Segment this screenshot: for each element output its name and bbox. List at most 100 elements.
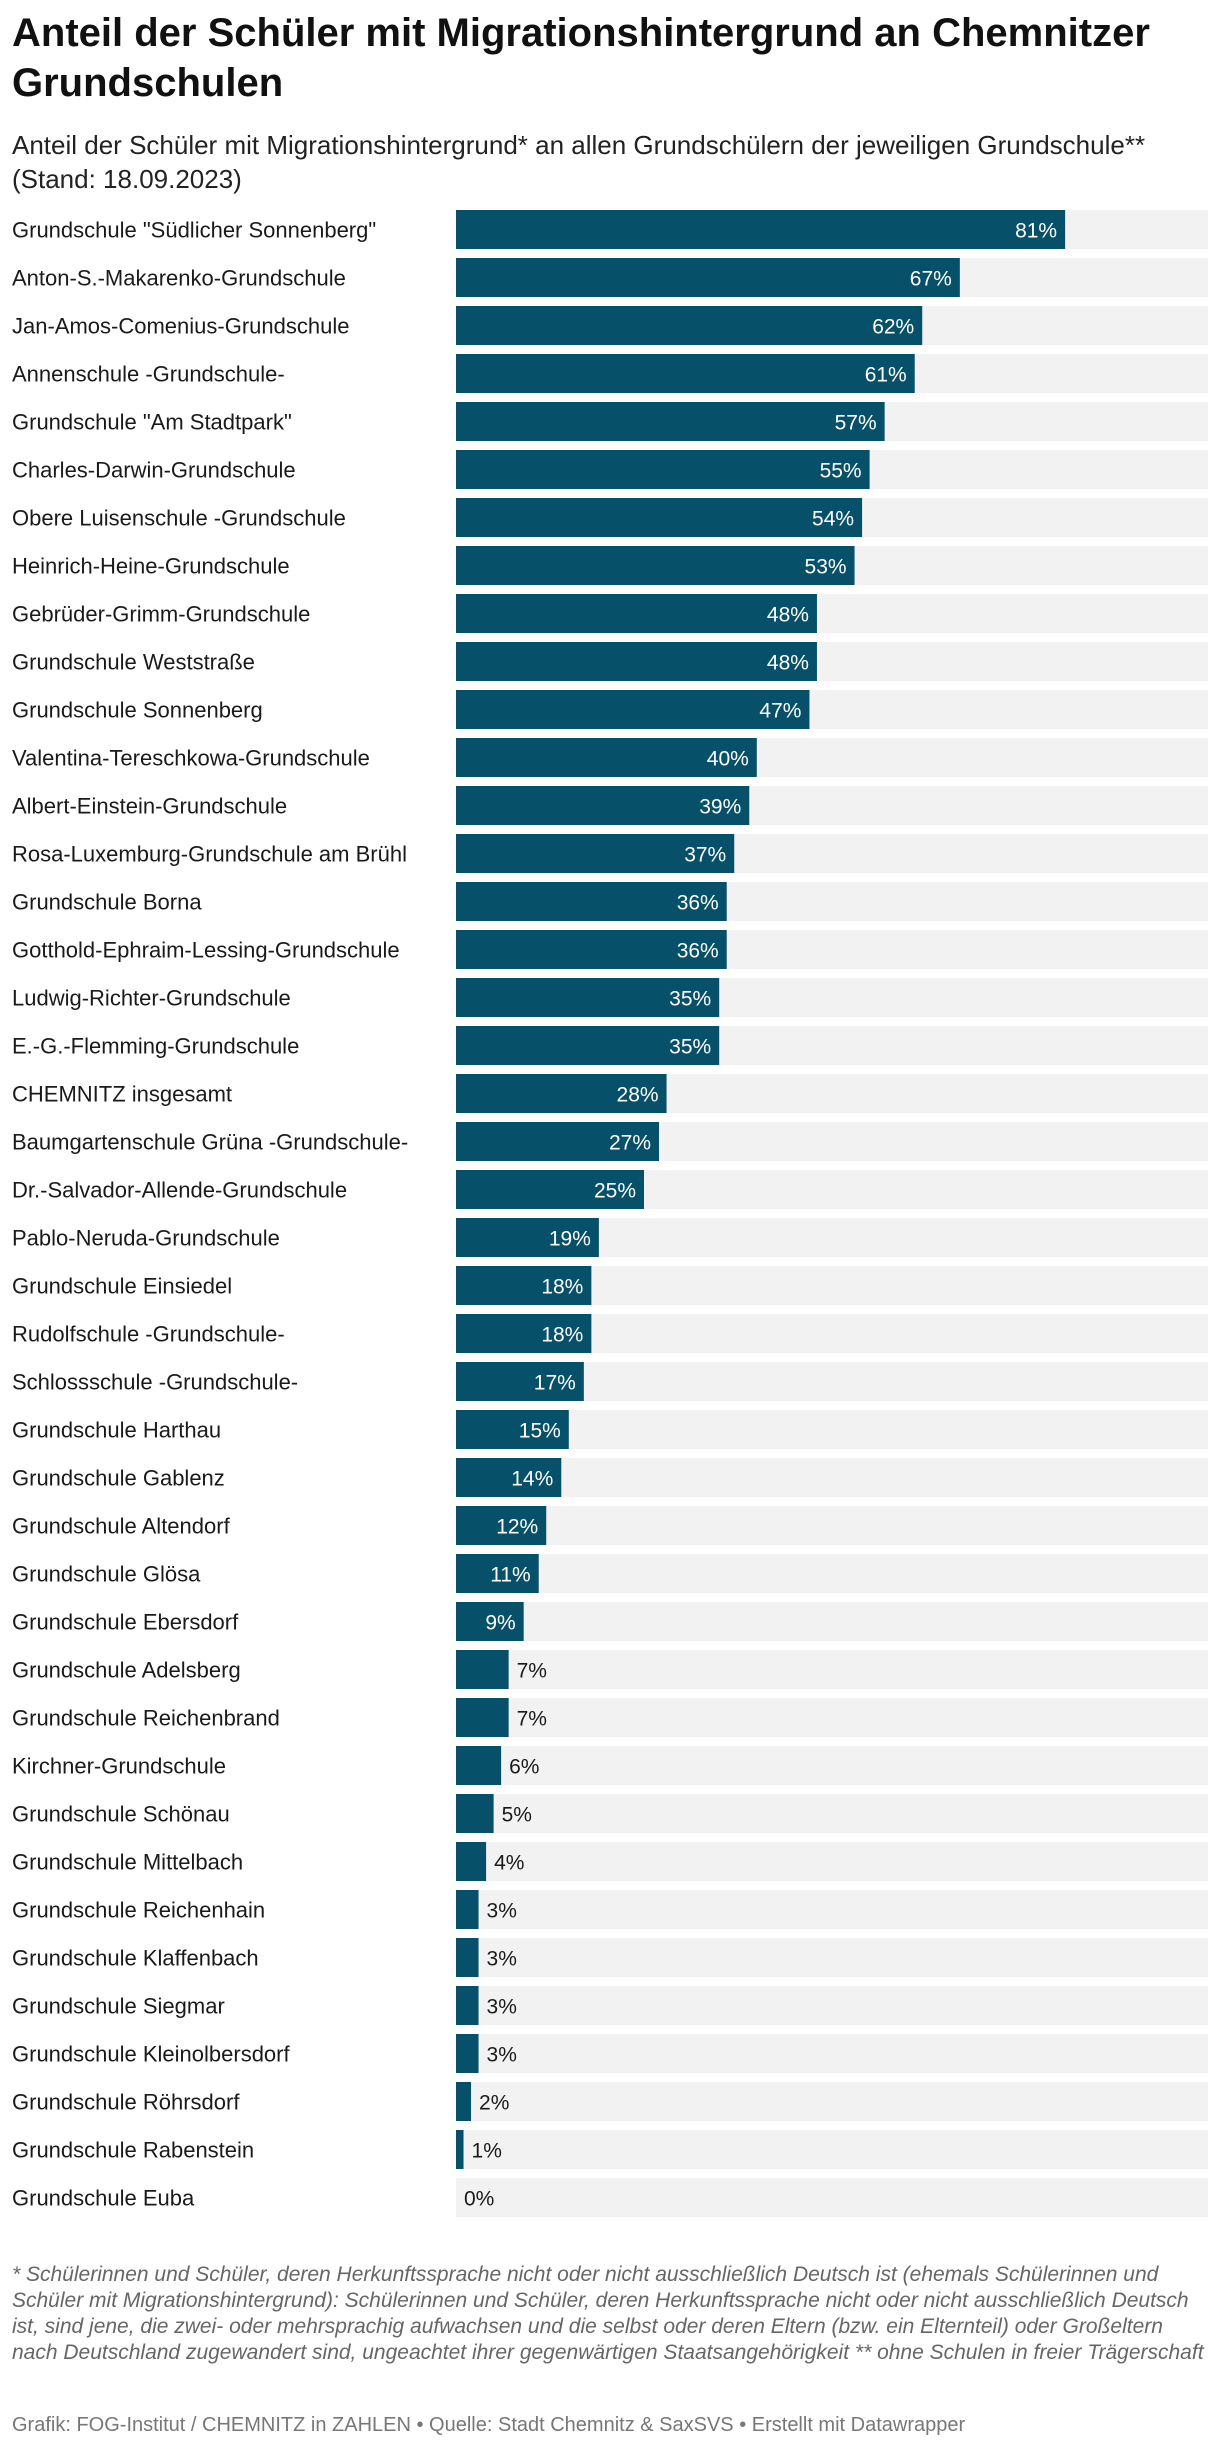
- bar-row: Gebrüder-Grimm-Grundschule 48%: [12, 594, 1208, 633]
- category-label: Annenschule -Grundschule-: [12, 362, 285, 387]
- bar: [456, 882, 727, 921]
- bar-track: [456, 1890, 1208, 1929]
- bar: [456, 1122, 660, 1161]
- value-label: 15%: [519, 1420, 561, 1443]
- value-label: 35%: [669, 1036, 711, 1059]
- bar-row: Grundschule Ebersdorf 9%: [12, 1602, 1208, 1641]
- bar-row: Grundschule Altendorf 12%: [12, 1506, 1208, 1545]
- value-label: 9%: [485, 1612, 515, 1635]
- category-label: Dr.-Salvador-Allende-Grundschule: [12, 1178, 347, 1203]
- category-label: Grundschule Reichenbrand: [12, 1706, 280, 1731]
- bar-row: Jan-Amos-Comenius-Grundschule 62%: [12, 306, 1208, 345]
- category-label: Grundschule "Südlicher Sonnenberg": [12, 218, 376, 243]
- value-label: 3%: [487, 2044, 517, 2067]
- value-label: 12%: [496, 1516, 538, 1539]
- value-label: 62%: [872, 316, 914, 339]
- bar-row: Kirchner-Grundschule 6%: [12, 1746, 1208, 1785]
- category-label: Grundschule Klaffenbach: [12, 1946, 259, 1971]
- value-label: 54%: [812, 508, 854, 531]
- value-label: 17%: [534, 1372, 576, 1395]
- bar-row: Dr.-Salvador-Allende-Grundschule 25%: [12, 1170, 1208, 1209]
- value-label: 2%: [479, 2092, 509, 2115]
- bar-row: Albert-Einstein-Grundschule 39%: [12, 786, 1208, 825]
- bar-track: [456, 1938, 1208, 1977]
- category-label: Schlossschule -Grundschule-: [12, 1370, 298, 1395]
- category-label: Grundschule Weststraße: [12, 650, 255, 675]
- bar-row: Grundschule Borna 36%: [12, 882, 1208, 921]
- category-label: Grundschule Sonnenberg: [12, 698, 263, 723]
- bar-track: [456, 1506, 1208, 1545]
- bar-row: Grundschule Harthau 15%: [12, 1410, 1208, 1449]
- value-label: 0%: [464, 2188, 494, 2211]
- value-label: 18%: [541, 1276, 583, 1299]
- value-label: 5%: [502, 1804, 532, 1827]
- bar-row: Grundschule Klaffenbach 3%: [12, 1938, 1208, 1977]
- category-label: Ludwig-Richter-Grundschule: [12, 986, 291, 1011]
- bar: [456, 1026, 720, 1065]
- value-label: 14%: [511, 1468, 553, 1491]
- bar: [456, 1266, 592, 1305]
- bar: [456, 2034, 479, 2073]
- bar: [456, 402, 885, 441]
- bar-row: Grundschule Weststraße 48%: [12, 642, 1208, 681]
- bar-track: [456, 1650, 1208, 1689]
- value-label: 19%: [549, 1228, 591, 1251]
- bar: [456, 594, 817, 633]
- value-label: 3%: [487, 1996, 517, 2019]
- value-label: 48%: [767, 604, 809, 627]
- value-label: 36%: [677, 940, 719, 963]
- bar-track: [456, 1602, 1208, 1641]
- bar: [456, 546, 855, 585]
- value-label: 36%: [677, 892, 719, 915]
- value-label: 53%: [805, 556, 847, 579]
- bar: [456, 1458, 562, 1497]
- bar: [456, 738, 757, 777]
- category-label: Grundschule Einsiedel: [12, 1274, 232, 1299]
- bar: [456, 786, 750, 825]
- bar: [456, 1842, 487, 1881]
- bar-track: [456, 1986, 1208, 2025]
- bar-track: [456, 2130, 1208, 2169]
- category-label: Grundschule Adelsberg: [12, 1658, 241, 1683]
- category-label: Grundschule Schönau: [12, 1802, 230, 1827]
- bar: [456, 354, 915, 393]
- bar-row: Rosa-Luxemburg-Grundschule am Brühl 37%: [12, 834, 1208, 873]
- bar: [456, 258, 960, 297]
- value-label: 7%: [517, 1660, 547, 1683]
- bar-row: Grundschule Einsiedel 18%: [12, 1266, 1208, 1305]
- value-label: 3%: [487, 1948, 517, 1971]
- bar-row: Grundschule Euba 0%: [12, 2178, 1208, 2217]
- footnote: * Schülerinnen und Schüler, deren Herkun…: [12, 2263, 1204, 2364]
- category-label: CHEMNITZ insgesamt: [12, 1082, 232, 1107]
- category-label: Grundschule Reichenhain: [12, 1898, 265, 1923]
- bar: [456, 1314, 592, 1353]
- bar: [456, 690, 810, 729]
- category-label: Albert-Einstein-Grundschule: [12, 794, 287, 819]
- category-label: Pablo-Neruda-Grundschule: [12, 1226, 280, 1251]
- bar-row: E.-G.-Flemming-Grundschule 35%: [12, 1026, 1208, 1065]
- bar-row: Grundschule Gablenz 14%: [12, 1458, 1208, 1497]
- category-label: Grundschule Gablenz: [12, 1466, 225, 1491]
- category-label: Grundschule Euba: [12, 2186, 195, 2211]
- bar: [456, 1890, 479, 1929]
- bar-row: Grundschule Glösa 11%: [12, 1554, 1208, 1593]
- bar: [456, 1506, 547, 1545]
- category-label: Grundschule Ebersdorf: [12, 1610, 239, 1635]
- value-label: 47%: [759, 700, 801, 723]
- bar-row: Grundschule Reichenbrand 7%: [12, 1698, 1208, 1737]
- category-label: Valentina-Tereschkowa-Grundschule: [12, 746, 370, 771]
- category-label: Grundschule Mittelbach: [12, 1850, 243, 1875]
- value-label: 57%: [835, 412, 877, 435]
- value-label: 18%: [541, 1324, 583, 1347]
- category-label: Heinrich-Heine-Grundschule: [12, 554, 290, 579]
- bar-row: Grundschule Siegmar 3%: [12, 1986, 1208, 2025]
- bar: [456, 2082, 472, 2121]
- value-label: 4%: [494, 1852, 524, 1875]
- chart-title: Anteil der Schüler mit Migrationshinterg…: [12, 11, 1150, 105]
- bar-row: Grundschule Reichenhain 3%: [12, 1890, 1208, 1929]
- category-label: Grundschule Harthau: [12, 1418, 221, 1443]
- category-label: Obere Luisenschule -Grundschule: [12, 506, 346, 531]
- value-label: 7%: [517, 1708, 547, 1731]
- bar-row: Grundschule Adelsberg 7%: [12, 1650, 1208, 1689]
- bar: [456, 1218, 599, 1257]
